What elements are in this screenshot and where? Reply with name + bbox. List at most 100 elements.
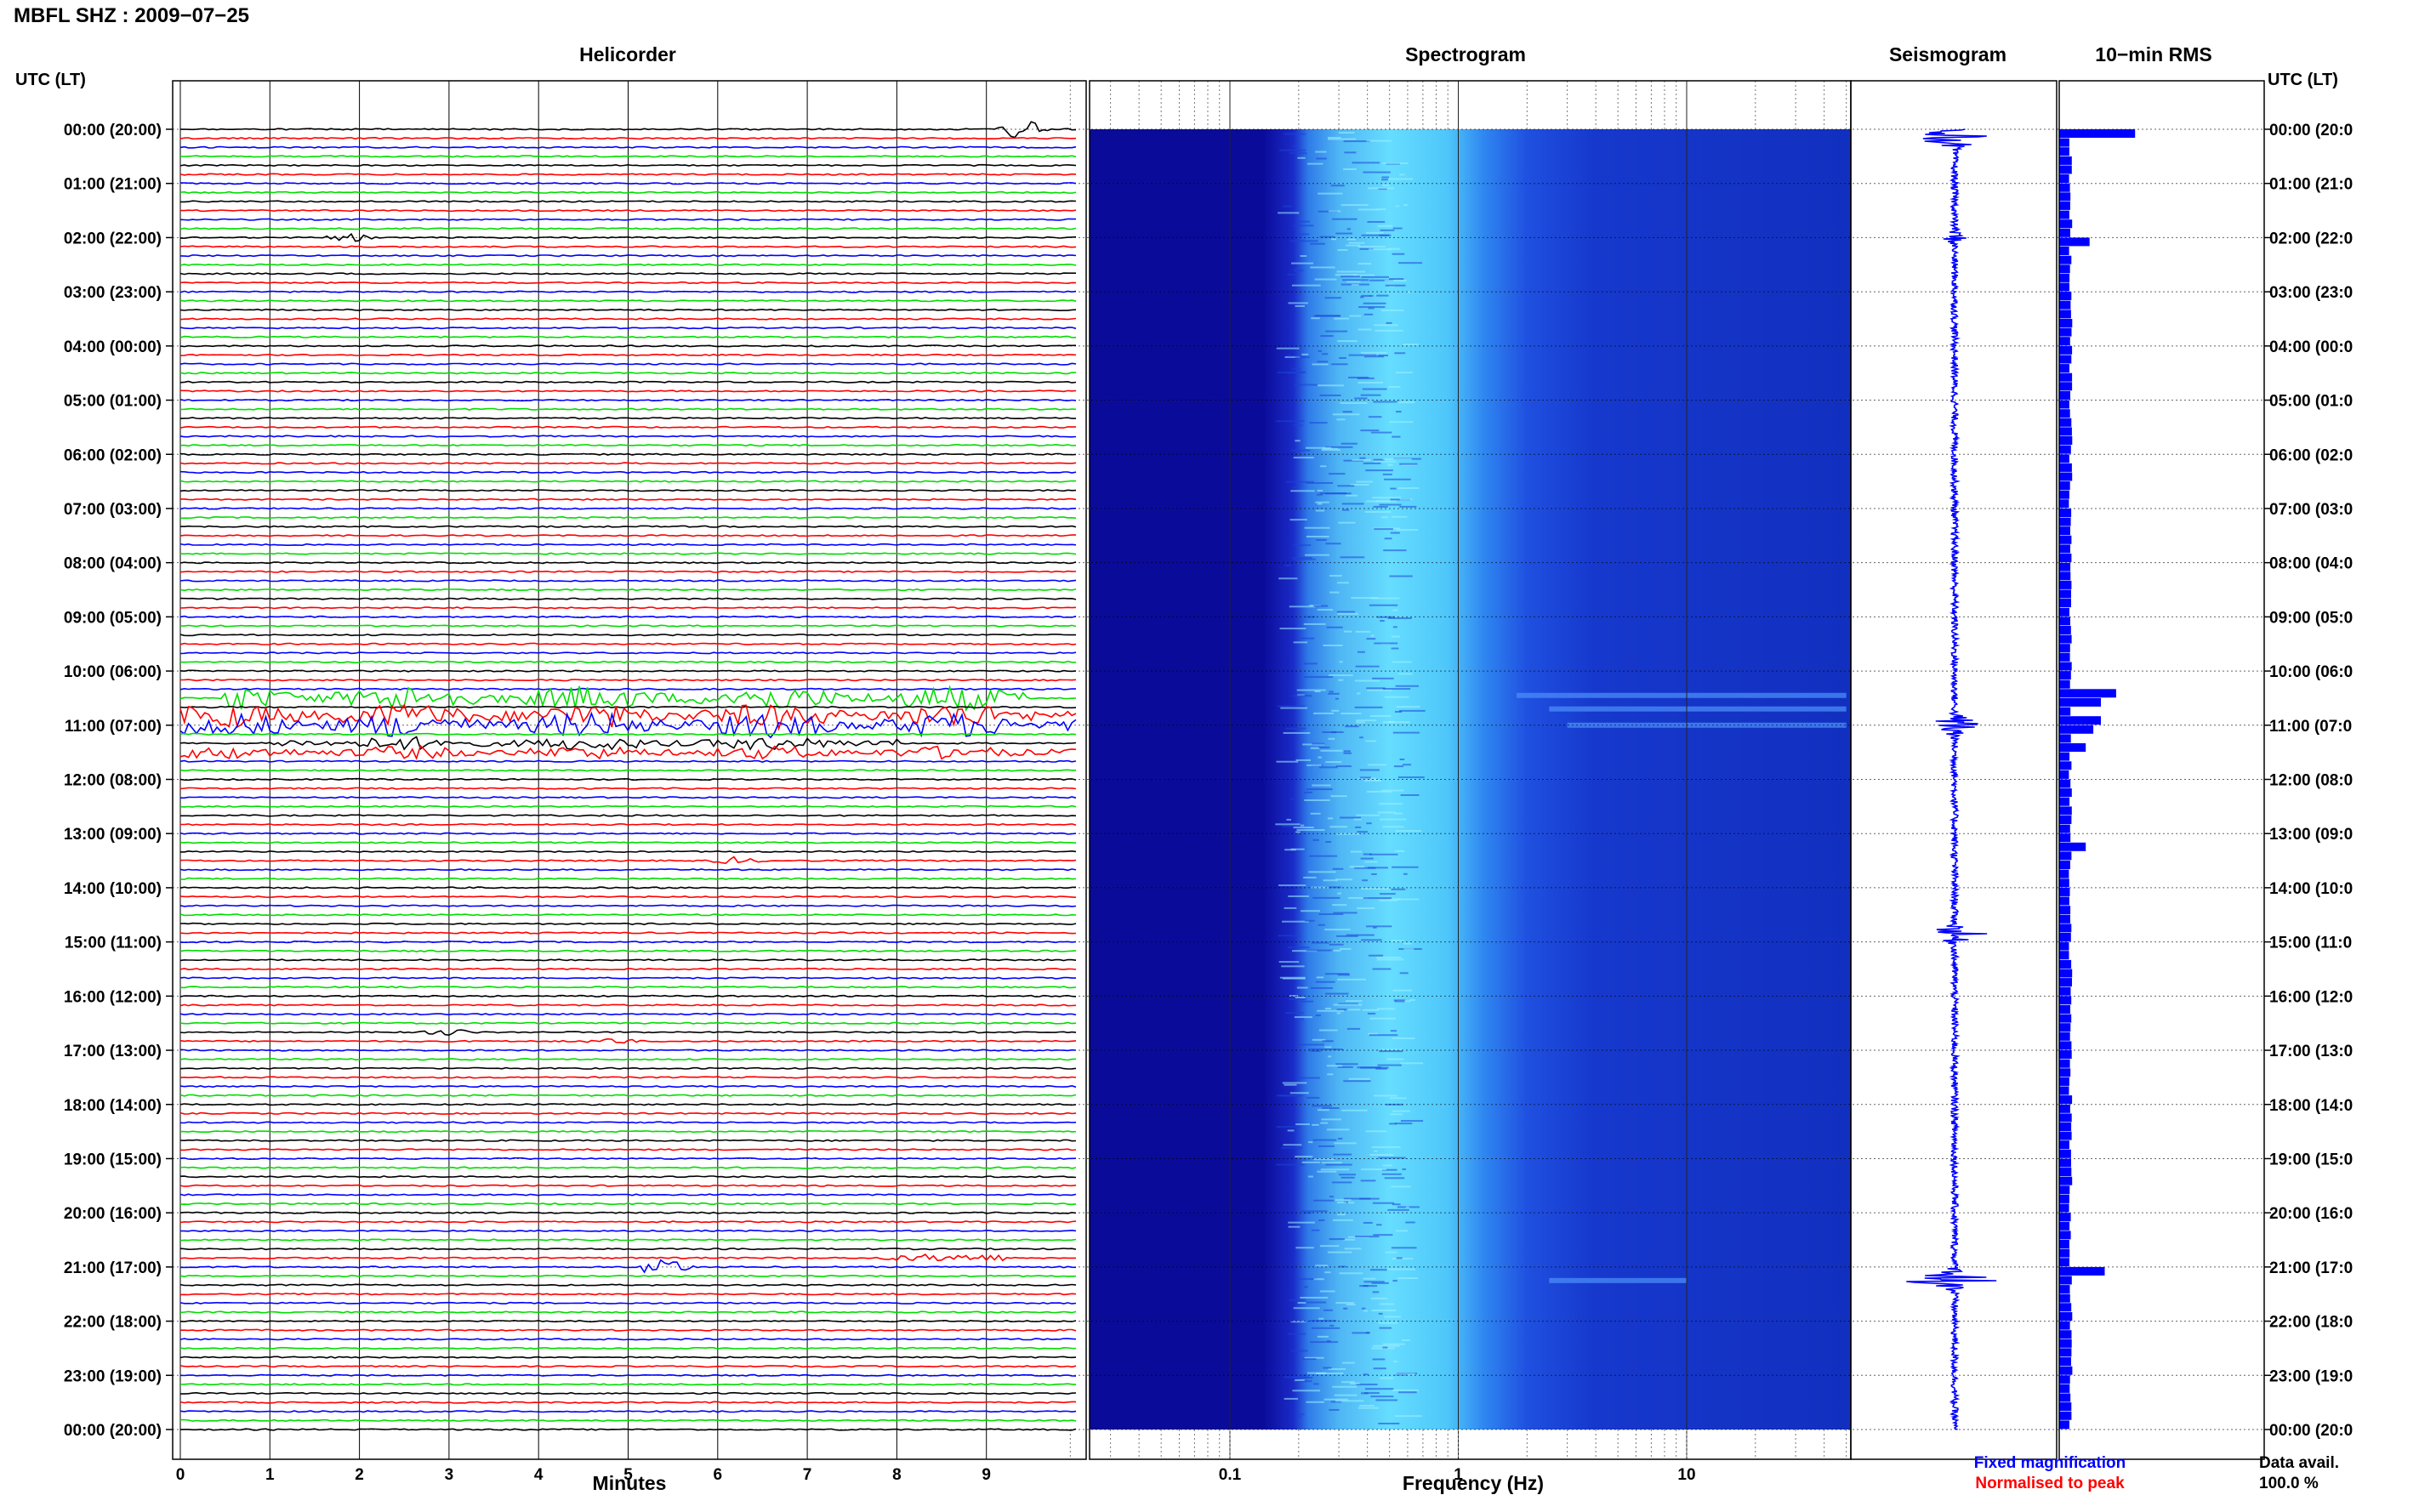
data-availability-value: 100.0 % — [2259, 1475, 2319, 1492]
helicorder-line — [179, 1094, 1077, 1097]
rms-bar — [2059, 1375, 2070, 1384]
rms-bar — [2059, 779, 2071, 788]
right-time-label: 18:00 (14:0 — [2269, 1097, 2353, 1115]
helicorder-line — [179, 1103, 1077, 1106]
rms-bar — [2059, 499, 2069, 509]
rms-bar — [2059, 887, 2070, 896]
rms-bar — [2059, 247, 2069, 255]
rms-bar — [2059, 1059, 2070, 1068]
frequency-tick-label: 10 — [1677, 1466, 1695, 1484]
helicorder-line — [179, 1076, 1077, 1079]
helicorder-line — [179, 435, 1077, 438]
rms-bar — [2059, 400, 2069, 409]
tick-labels: 00:00 (20:00) 01:00 (21:00) 02:00 (22:00) 0… — [64, 122, 2353, 1484]
helicorder-line — [179, 1356, 1077, 1359]
helicorder-line — [179, 1157, 1077, 1161]
rms-bar — [2059, 418, 2072, 427]
rms-bar — [2059, 147, 2069, 156]
helicorder-line — [179, 1084, 1077, 1089]
rms-bar — [2059, 327, 2072, 337]
rms-bar — [2059, 490, 2069, 499]
rms-bar — [2059, 1068, 2071, 1077]
rms-bar — [2059, 752, 2070, 761]
helicorder-line — [179, 703, 1077, 731]
right-time-label: 16:00 (12:0 — [2269, 988, 2353, 1006]
rms-bar — [2059, 743, 2086, 752]
rms-bar — [2059, 237, 2090, 247]
right-time-label: 17:00 (13:0 — [2269, 1043, 2353, 1060]
right-time-label: 03:00 (23:0 — [2269, 284, 2353, 302]
helicorder-line — [179, 1410, 1077, 1413]
rms-bar — [2059, 1384, 2070, 1393]
helicorder-line — [179, 931, 1077, 935]
left-time-label: 12:00 (08:00) — [64, 772, 162, 790]
helicorder-line — [179, 182, 1077, 185]
rms-bar — [2059, 689, 2116, 698]
rms-bar — [2059, 1158, 2071, 1168]
rms-bar — [2059, 1411, 2072, 1420]
rms-bar — [2059, 319, 2073, 327]
right-time-label: 01:00 (21:0 — [2269, 176, 2353, 194]
right-time-label: 09:00 (05:0 — [2269, 609, 2353, 627]
helicorder-line — [179, 705, 1077, 709]
helicorder-line — [179, 290, 1077, 293]
rms-bar — [2059, 1330, 2072, 1339]
helicorder-line — [179, 886, 1077, 890]
rms-bar — [2059, 906, 2071, 915]
rms-bar — [2059, 761, 2072, 770]
helicorder-line — [179, 507, 1077, 510]
helicorder-line — [179, 254, 1077, 258]
rms-bar — [2059, 1185, 2070, 1195]
legend-normalised-to-peak: Normalised to peak — [1975, 1475, 2125, 1492]
rms-bar — [2059, 1248, 2070, 1258]
helicorder-line — [179, 272, 1076, 276]
right-time-label: 14:00 (10:0 — [2269, 880, 2353, 898]
helicorder-line — [179, 1383, 1077, 1386]
rms-frame — [2058, 80, 2265, 1460]
rms-bar — [2059, 526, 2070, 536]
helicorder-title: Helicorder — [579, 43, 676, 65]
minute-tick-label: 8 — [892, 1466, 902, 1484]
rms-bar — [2059, 1420, 2069, 1430]
right-time-label: 05:00 (01:0 — [2269, 393, 2353, 411]
rms-bar — [2059, 580, 2072, 589]
rms-bar — [2059, 1240, 2069, 1248]
helicorder-line — [179, 711, 1077, 739]
rms-bar — [2059, 1231, 2071, 1240]
helicorder-line — [179, 190, 1077, 194]
helicorder-line — [179, 1111, 1077, 1116]
helicorder-line — [180, 200, 1077, 203]
helicorder-line — [179, 759, 1077, 763]
rms-bar — [2059, 833, 2071, 843]
helicorder-frame — [172, 80, 1087, 1460]
rms-bar — [2059, 165, 2072, 174]
left-time-label: 17:00 (13:00) — [64, 1043, 162, 1060]
helicorder-line — [179, 561, 1077, 565]
right-time-label: 06:00 (02:0 — [2269, 446, 2353, 464]
helicorder-line — [179, 1274, 1077, 1278]
helicorder-line — [180, 841, 1077, 844]
rms-bar — [2059, 1050, 2072, 1059]
rms-bar — [2059, 933, 2071, 941]
spectrogram-title: Spectrogram — [1405, 43, 1526, 65]
helicorder-line — [179, 470, 1077, 475]
helicorder-line — [180, 497, 1077, 501]
helicorder-line — [179, 787, 1077, 790]
rms-bar — [2059, 228, 2070, 237]
minute-tick-label: 2 — [355, 1466, 364, 1484]
chart-title: MBFL SHZ : 2009−07−25 — [14, 4, 249, 27]
helicorder-line — [179, 1012, 1077, 1016]
helicorder-line — [179, 1301, 1077, 1305]
rms-bar — [2059, 1266, 2105, 1276]
left-time-label: 03:00 (23:00) — [64, 284, 162, 302]
right-time-label: 21:00 (17:0 — [2269, 1259, 2353, 1277]
rms-bar — [2059, 300, 2071, 310]
helicorder-line — [179, 895, 1077, 899]
minute-tick-label: 0 — [176, 1466, 185, 1484]
rms-bar — [2059, 445, 2071, 454]
rms-bar — [2059, 652, 2070, 662]
rms-bar — [2059, 725, 2094, 734]
helicorder-line — [179, 796, 1077, 799]
helicorder-line — [179, 744, 1077, 761]
helicorder-line — [179, 1338, 1077, 1341]
